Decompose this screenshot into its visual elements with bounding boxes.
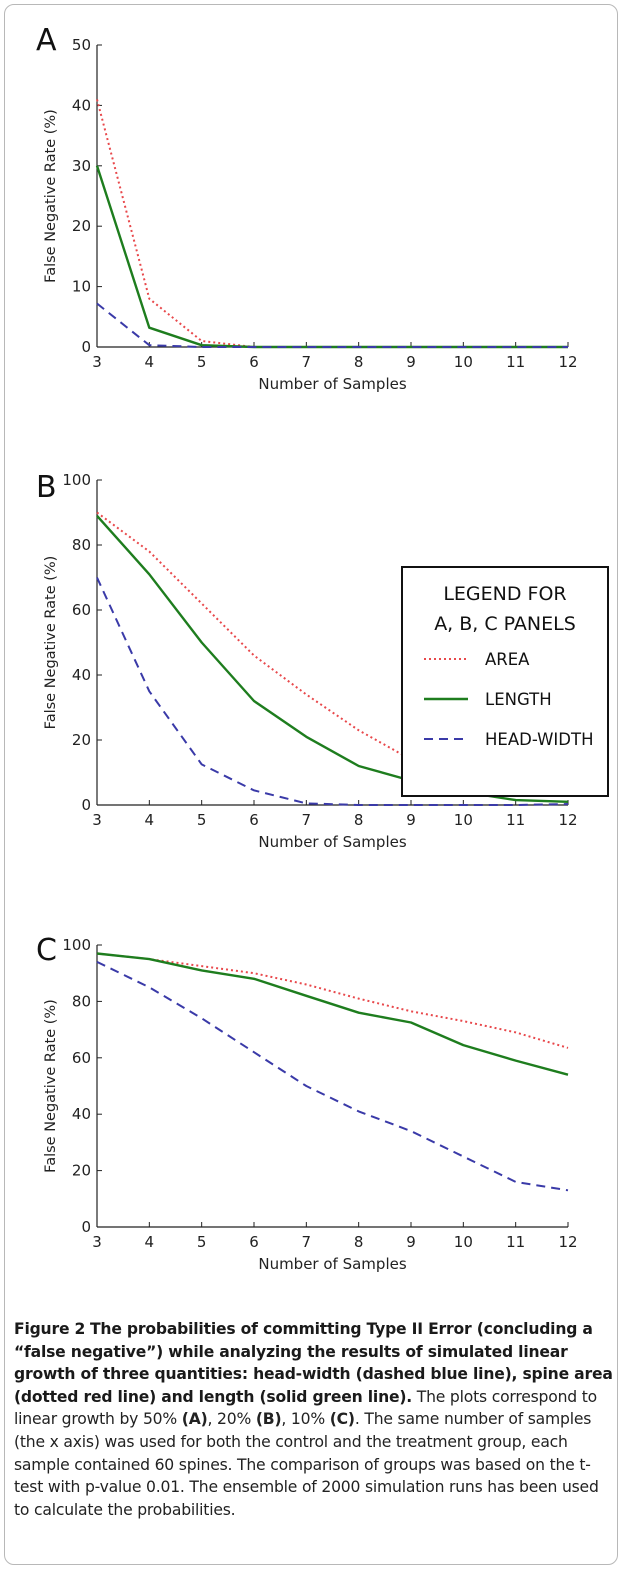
caption-text-4: . The same number of samples (the x axis… [14,1410,599,1519]
y-tick-label: 0 [81,1218,91,1236]
x-tick-label: 9 [406,811,416,829]
y-tick-label: 40 [72,1105,91,1123]
x-tick-label: 8 [354,353,364,371]
legend-box [401,566,609,797]
x-tick-label: 4 [145,1233,155,1251]
x-tick-label: 5 [197,811,207,829]
x-tick-label: 10 [454,811,473,829]
y-tick-label: 20 [72,1162,91,1180]
caption-ref-a: (A) [181,1410,208,1429]
legend-label-area: AREA [485,650,530,669]
x-tick-label: 9 [406,353,416,371]
series-line-headwidth [96,302,568,348]
chart-panel-a: A 0 10 20 30 40 50 3 4 5 6 7 8 9 10 11 12 Number of Sampl… [36,23,578,393]
x-tick-label: 7 [302,1233,312,1251]
series-line-area [96,99,568,348]
x-tick-label: 3 [92,1233,102,1251]
x-tick-label: 9 [406,1233,416,1251]
x-tick-label: 7 [302,811,312,829]
chart-panel-b: B 0 20 40 60 80 100 3 4 5 6 7 8 9 10 11 12 Number of Samp… [36,470,609,851]
x-tick-label: 12 [558,811,577,829]
x-axis-label: Number of Samples [258,375,406,393]
chart-panel-c: C 0 20 40 60 80 100 3 4 5 6 7 8 9 10 11 12 Number of Samp… [36,933,578,1273]
caption-text-1: The plots correspond to linear growth by… [14,1387,597,1429]
caption-text-2: , 20% [207,1410,256,1429]
y-axis-label: False Negative Rate (%) [43,999,59,1173]
figure-label: Figure 2 [14,1320,86,1338]
y-tick-label: 60 [72,601,91,619]
x-tick-label: 12 [558,1233,577,1251]
x-tick-label: 12 [558,353,577,371]
series-line-headwidth [96,577,569,806]
x-tick-label: 3 [92,353,102,371]
figure-frame [4,4,618,1565]
x-tick-label: 11 [506,353,525,371]
x-tick-label: 11 [506,811,525,829]
caption-ref-b: (B) [255,1410,282,1429]
y-axis-label: False Negative Rate (%) [43,556,59,730]
y-tick-label: 40 [72,96,91,114]
x-tick-label: 4 [145,353,155,371]
legend-label-length: LENGTH [485,690,552,709]
legend-title-2: A, B, C PANELS [434,613,576,635]
y-tick-label: 20 [72,731,91,749]
panel-label: B [36,470,57,505]
x-tick-label: 5 [197,1233,207,1251]
x-tick-label: 10 [454,1233,473,1251]
x-tick-label: 8 [354,811,364,829]
caption-text-3: , 10% [281,1410,330,1429]
series-line-length [96,952,569,1076]
figure-title: The probabilities of committing Type II … [14,1320,613,1406]
x-tick-label: 11 [506,1233,525,1251]
y-tick-label: 80 [72,536,91,554]
x-tick-label: 8 [354,1233,364,1251]
x-axis-label: Number of Samples [258,833,406,851]
series-line-area [96,952,569,1049]
x-tick-label: 6 [249,353,259,371]
y-tick-label: 40 [72,666,91,684]
y-tick-label: 80 [72,992,91,1010]
x-tick-label: 10 [454,353,473,371]
x-tick-label: 6 [249,811,259,829]
panel-label: C [36,933,57,968]
x-tick-label: 3 [92,811,102,829]
y-tick-label: 20 [72,217,91,235]
y-tick-label: 50 [72,36,91,54]
y-tick-label: 10 [72,278,91,296]
legend-label-headwidth: HEAD-WIDTH [485,730,593,749]
series-line-length [95,165,568,349]
y-tick-label: 100 [62,936,91,954]
legend: LEGEND FOR A, B, C PANELS AREA LENGTH HEAD-W… [401,566,609,797]
figure-caption: Figure 2 The probabilities of committing… [14,1318,614,1521]
x-tick-label: 4 [145,811,155,829]
legend-title-1: LEGEND FOR [443,583,566,605]
y-tick-label: 0 [81,796,91,814]
panel-label: A [36,23,57,58]
y-axis-label: False Negative Rate (%) [43,109,59,283]
x-tick-label: 7 [302,353,312,371]
x-axis-label: Number of Samples [258,1255,406,1273]
x-tick-label: 6 [249,1233,259,1251]
y-tick-label: 100 [62,471,91,489]
series-line-headwidth [96,961,569,1192]
y-tick-label: 30 [72,157,91,175]
y-tick-label: 0 [81,338,91,356]
x-tick-label: 5 [197,353,207,371]
y-tick-label: 60 [72,1049,91,1067]
caption-ref-c: (C) [329,1410,355,1429]
